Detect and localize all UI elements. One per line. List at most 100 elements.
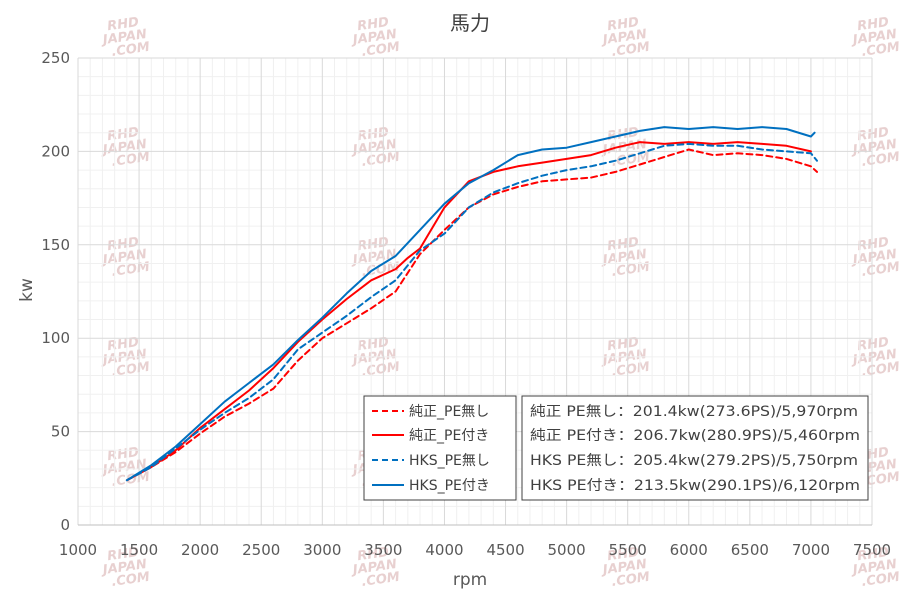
x-tick-label: 6000 xyxy=(670,541,708,559)
watermark-text: JAPAN xyxy=(349,137,398,158)
watermark-text: .COM xyxy=(861,360,900,380)
series-layer xyxy=(125,126,818,482)
y-tick-label: 100 xyxy=(41,329,70,347)
watermark-text: .COM xyxy=(611,40,651,60)
x-tick-label: 2000 xyxy=(181,541,219,559)
watermark-text: .COM xyxy=(111,470,151,490)
watermark-text: RHD xyxy=(106,15,140,34)
y-axis-title: kw xyxy=(17,278,37,302)
watermark-text: JAPAN xyxy=(349,557,398,578)
y-tick-label: 200 xyxy=(41,142,70,160)
watermark-text: RHD xyxy=(856,125,890,144)
watermark-text: RHD xyxy=(356,15,390,34)
watermark-text: JAPAN xyxy=(349,27,398,48)
watermark-text: .COM xyxy=(611,360,651,380)
x-tick-label: 5500 xyxy=(609,541,647,559)
legend-label-hks-pe: HKS_PE付き xyxy=(409,478,490,494)
legend-label-hks-no-pe: HKS_PE無し xyxy=(409,453,490,469)
x-tick-label: 1500 xyxy=(120,541,158,559)
watermark-text: JAPAN xyxy=(599,557,648,578)
legend-label-stock-no-pe: 純正_PE無し xyxy=(409,404,489,420)
x-tick-label: 2500 xyxy=(242,541,280,559)
annotation-line-stock-pe: 純正 PE付き：206.7kw(280.9PS)/5,460rpm xyxy=(530,428,860,444)
x-tick-label: 3500 xyxy=(364,541,402,559)
y-tick-label: 250 xyxy=(41,49,70,67)
watermark-text: .COM xyxy=(361,570,401,590)
watermark-text: .COM xyxy=(111,260,151,280)
y-tick-label: 150 xyxy=(41,236,70,254)
watermark-text: RHD xyxy=(856,15,890,34)
watermark-text: .COM xyxy=(861,150,900,170)
watermark-text: RHD xyxy=(106,545,140,564)
watermark-text: JAPAN xyxy=(599,347,648,368)
watermark-text: RHD xyxy=(856,335,890,354)
x-tick-label: 4500 xyxy=(486,541,524,559)
x-tick-labels: 1000 1500 2000 2500 3000 3500 4000 4500 5000 5500… xyxy=(59,541,891,559)
chart-title: 馬力 xyxy=(450,11,490,35)
watermark-text: JAPAN xyxy=(349,347,398,368)
x-tick-label: 7000 xyxy=(792,541,830,559)
watermark-text: JAPAN xyxy=(99,457,148,478)
watermark-text: .COM xyxy=(861,470,900,490)
watermark-text: .COM xyxy=(861,260,900,280)
x-tick-label: 7500 xyxy=(853,541,891,559)
watermark-text: .COM xyxy=(111,150,151,170)
watermark-text: .COM xyxy=(611,570,651,590)
watermark-text: .COM xyxy=(111,40,151,60)
watermark-text: JAPAN xyxy=(849,27,898,48)
x-tick-label: 1000 xyxy=(59,541,97,559)
watermark-text: RHD xyxy=(356,545,390,564)
legend: 純正_PE無し 純正_PE付き HKS_PE無し HKS_PE付き xyxy=(363,395,517,501)
watermark-text: .COM xyxy=(361,40,401,60)
series-line-hks-no-pe xyxy=(125,142,818,482)
watermark-text: .COM xyxy=(111,360,151,380)
watermark-text: JAPAN xyxy=(599,27,648,48)
x-tick-label: 3000 xyxy=(303,541,341,559)
annotation-line-hks-pe: HKS PE付き：213.5kw(290.1PS)/6,120rpm xyxy=(530,478,860,494)
watermark-text: .COM xyxy=(111,570,151,590)
watermark-text: JAPAN xyxy=(99,137,148,158)
watermark-text: JAPAN xyxy=(99,557,148,578)
watermark-text: JAPAN xyxy=(849,347,898,368)
x-tick-label: 5000 xyxy=(548,541,586,559)
watermark-text: .COM xyxy=(611,260,651,280)
watermark-text: .COM xyxy=(861,40,900,60)
series-line-hks-pe xyxy=(125,126,816,482)
legend-label-stock-pe: 純正_PE付き xyxy=(409,428,489,444)
annotation-line-hks-no-pe: HKS PE無し：205.4kw(279.2PS)/5,750rpm xyxy=(530,453,858,469)
legend-box xyxy=(363,395,517,501)
watermark-text: RHD xyxy=(356,335,390,354)
y-tick-label: 50 xyxy=(51,423,70,441)
watermark-text: RHD xyxy=(606,15,640,34)
annotation-box xyxy=(521,395,869,501)
y-tick-label: 0 xyxy=(60,516,70,534)
watermark-text: RHD xyxy=(856,545,890,564)
watermark-text: JAPAN xyxy=(99,347,148,368)
x-tick-label: 6500 xyxy=(731,541,769,559)
x-tick-label: 4000 xyxy=(425,541,463,559)
watermark-text: JAPAN xyxy=(849,137,898,158)
peak-annotation: 純正 PE無し：201.4kw(273.6PS)/5,970rpm 純正 PE付… xyxy=(521,395,869,501)
watermark-text: JAPAN xyxy=(99,27,148,48)
annotation-line-stock-no-pe: 純正 PE無し：201.4kw(273.6PS)/5,970rpm xyxy=(530,404,858,420)
watermark-text: JAPAN xyxy=(849,557,898,578)
watermark-text: RHD xyxy=(606,545,640,564)
watermark-text: RHD xyxy=(606,335,640,354)
watermark-text: .COM xyxy=(861,570,900,590)
watermark-text: RHD xyxy=(856,235,890,254)
y-tick-labels: 0 50 100 150 200 250 xyxy=(41,49,70,534)
watermark-text: RHD xyxy=(356,125,390,144)
